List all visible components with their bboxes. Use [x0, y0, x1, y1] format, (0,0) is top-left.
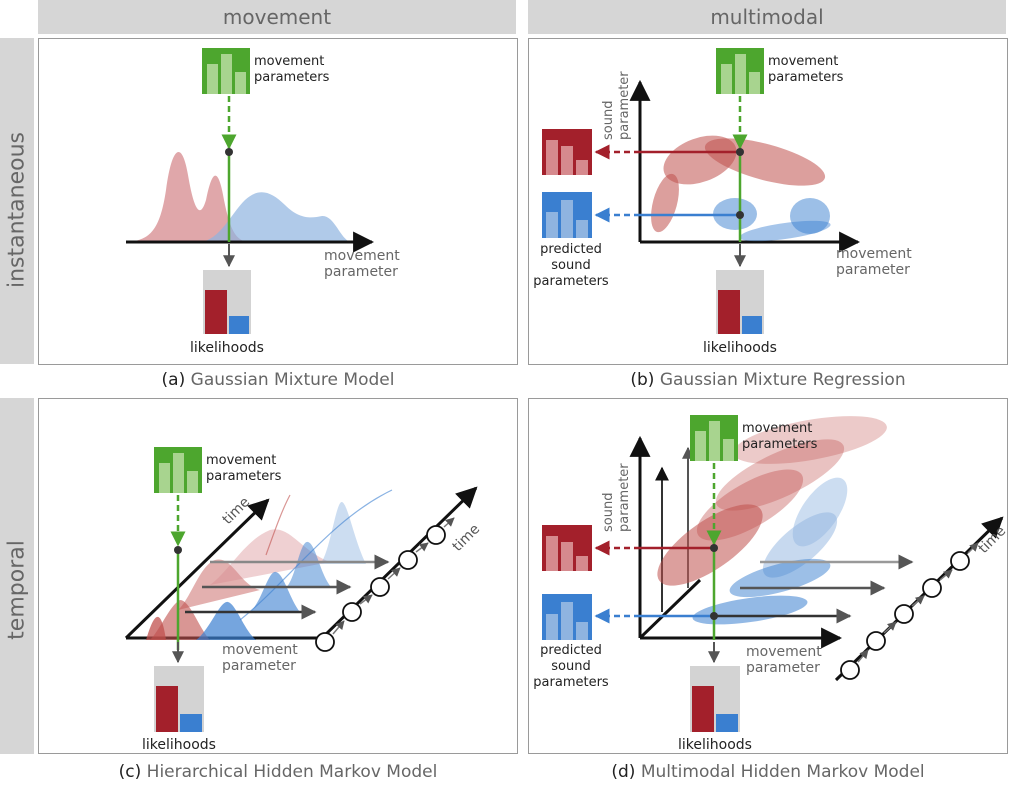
likelihoods-label: likelihoods [678, 737, 752, 753]
sound-parameter-axis-label: sound [601, 101, 616, 140]
red-gaussian-curve [150, 600, 210, 640]
likelihoods-box [154, 666, 204, 732]
time-label: time [976, 523, 1010, 557]
observation-point [174, 546, 182, 554]
movement-parameters-label: movement [742, 421, 812, 436]
predicted-red-box [542, 129, 592, 175]
observation-point [710, 612, 718, 620]
blue-gaussian-curve [200, 192, 350, 242]
hmm-states [840, 551, 970, 680]
row-header-instantaneous [0, 38, 34, 364]
caption-d: (d) Multimodal Hidden Markov Model [611, 762, 925, 782]
svg-text:parameter: parameter [617, 463, 632, 532]
svg-text:parameters: parameters [742, 437, 818, 452]
predicted-blue-box [542, 594, 592, 640]
caption-c: (c) Hierarchical Hidden Markov Model [118, 762, 438, 782]
likelihoods-box [690, 666, 740, 732]
likelihoods-label: likelihoods [703, 340, 777, 356]
mhmm-diagram: time sound parameter [533, 415, 1010, 753]
svg-text:sound: sound [551, 659, 590, 674]
svg-text:parameter: parameter [746, 660, 820, 676]
column-header-multimodal: multimodal [528, 0, 1006, 34]
likelihoods-label: likelihoods [190, 340, 264, 356]
observation-point [736, 148, 744, 156]
svg-text:parameter: parameter [836, 262, 910, 278]
predicted-sound-parameters-label: predicted [540, 242, 602, 257]
svg-text:parameters: parameters [533, 274, 609, 289]
caption-a: (a) Gaussian Mixture Model [161, 370, 395, 390]
movement-parameters-box [716, 48, 764, 94]
predicted-sound-parameters-label: predicted [540, 643, 602, 658]
svg-text:parameters: parameters [768, 70, 844, 85]
svg-text:parameter: parameter [617, 71, 632, 140]
hhmm-diagram: time time [124, 447, 484, 753]
movement-parameters-box [202, 48, 250, 94]
likelihoods-label: likelihoods [142, 737, 216, 753]
movement-parameter-axis-label: movement [222, 642, 298, 658]
movement-parameters-label: movement [206, 453, 276, 468]
svg-text:parameters: parameters [206, 469, 282, 484]
svg-text:parameters: parameters [254, 70, 330, 85]
movement-parameter-axis-label: movement [324, 248, 400, 264]
svg-text:parameter: parameter [222, 658, 296, 674]
panel-gmr [528, 38, 1008, 365]
movement-parameters-box [154, 447, 202, 493]
predicted-blue-box [542, 192, 592, 238]
likelihoods-box [716, 270, 764, 334]
movement-parameter-axis-label: movement [836, 246, 912, 262]
movement-parameters-label: movement [254, 54, 324, 69]
movement-parameters-box [690, 415, 738, 461]
svg-text:time: time [450, 521, 484, 555]
likelihoods-box [203, 270, 251, 334]
observation-point [710, 544, 718, 552]
column-header-movement: movement [38, 0, 516, 34]
predicted-red-box [542, 525, 592, 571]
red-gaussian-curve [128, 152, 250, 242]
row-header-temporal [0, 398, 34, 754]
sound-parameter-axis-label: sound [601, 493, 616, 532]
hmm-states [315, 525, 446, 652]
gmm-diagram: movement parameters movement parameter l… [126, 48, 400, 356]
svg-text:parameters: parameters [533, 675, 609, 690]
movement-parameter-axis-label: movement [746, 644, 822, 660]
gmr-diagram: sound parameter movement parameters [533, 48, 912, 356]
blue-gaussian-curve [196, 601, 256, 640]
svg-text:sound: sound [551, 258, 590, 273]
observation-point [736, 211, 744, 219]
svg-text:parameter: parameter [324, 264, 398, 280]
time-axis [124, 498, 270, 640]
time-axis [834, 516, 1004, 682]
time-label: time [220, 494, 254, 528]
observation-point [225, 148, 233, 156]
caption-b: (b) Gaussian Mixture Regression [630, 370, 906, 390]
movement-parameters-label: movement [768, 54, 838, 69]
